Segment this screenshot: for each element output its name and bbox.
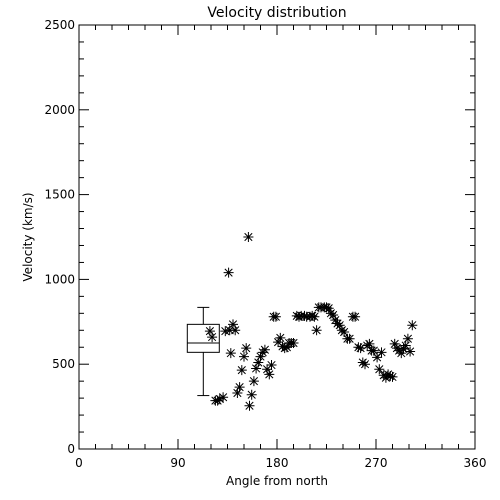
data-point [389, 338, 400, 349]
data-point [255, 351, 266, 362]
data-point [228, 319, 238, 330]
x-tick-label: 90 [170, 456, 185, 470]
data-point [234, 382, 245, 393]
data-point [299, 310, 310, 321]
y-axis-label: Velocity (km/s) [21, 192, 35, 281]
data-point [350, 311, 361, 322]
data-point [360, 359, 370, 370]
x-axis-label: Angle from north [226, 474, 328, 488]
data-point [232, 388, 243, 399]
data-point [400, 340, 411, 351]
x-tick-label: 360 [464, 456, 487, 470]
data-point [323, 303, 334, 314]
y-tick-label: 1500 [44, 188, 75, 202]
data-point [204, 326, 215, 337]
data-point [275, 332, 286, 343]
data-point [344, 333, 355, 344]
scatter-points [204, 232, 418, 411]
data-point [248, 376, 259, 387]
boxplot [186, 306, 220, 397]
data-point [328, 310, 339, 321]
data-point [405, 346, 416, 357]
data-point [355, 343, 366, 354]
data-point [230, 325, 241, 336]
data-point [387, 371, 398, 382]
data-point [364, 338, 375, 349]
data-point [270, 311, 281, 322]
data-point [246, 389, 257, 400]
data-point [294, 311, 304, 322]
data-point [266, 360, 277, 371]
data-point [281, 342, 292, 353]
boxplot-box [186, 323, 220, 353]
data-point [239, 351, 249, 362]
data-point [311, 325, 322, 336]
data-point [376, 347, 387, 358]
data-point [372, 352, 383, 363]
y-tick-label: 0 [67, 442, 75, 456]
data-point [273, 337, 284, 348]
data-point [385, 371, 396, 382]
data-point [207, 332, 218, 343]
data-point [264, 369, 275, 380]
y-tick-label: 500 [52, 357, 75, 371]
plot-frame [78, 24, 476, 450]
data-point [398, 343, 409, 354]
x-tick-label: 180 [266, 456, 289, 470]
data-point [243, 232, 254, 242]
data-point [402, 333, 413, 344]
y-tick-label: 2500 [44, 18, 75, 32]
x-axis: 0 90 180 270 360 [75, 25, 486, 470]
y-tick-label: 2000 [44, 103, 75, 117]
data-point [309, 311, 320, 322]
data-point [223, 267, 234, 278]
data-point [279, 343, 290, 354]
data-point [334, 320, 345, 331]
data-point [262, 364, 273, 375]
x-tick-label: 0 [75, 456, 83, 470]
data-point [307, 310, 318, 321]
data-point [220, 326, 231, 337]
data-point [353, 342, 364, 353]
data-point [244, 400, 255, 411]
data-point [374, 364, 385, 375]
data-point [339, 326, 350, 337]
data-point [241, 343, 252, 354]
data-point [224, 325, 235, 336]
data-point [225, 348, 236, 359]
data-point [321, 302, 332, 313]
data-point [236, 365, 247, 376]
data-point [214, 393, 225, 404]
data-point [259, 344, 270, 355]
data-point [218, 392, 229, 403]
data-point [288, 338, 299, 348]
data-point [253, 357, 264, 368]
data-point [368, 345, 379, 356]
data-point [330, 315, 341, 326]
x-tick-label: 270 [365, 456, 388, 470]
data-point [251, 363, 262, 374]
y-axis: 0 500 1000 1500 2000 2500 [44, 18, 475, 456]
data-point [407, 320, 418, 331]
data-point [396, 348, 407, 359]
chart-title: Velocity distribution [207, 5, 346, 21]
data-point [380, 372, 391, 383]
y-tick-label: 1000 [44, 272, 75, 286]
